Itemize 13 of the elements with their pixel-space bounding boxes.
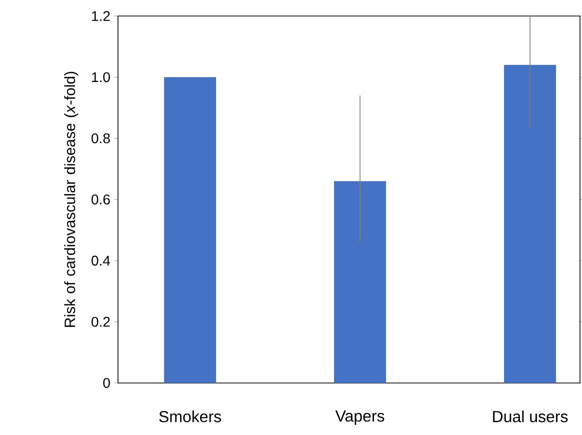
x-tick-label: Vapers [335,410,384,425]
bar [504,64,556,383]
x-tick-label: Dual users [493,410,568,422]
bar [334,181,386,383]
bar [164,77,216,383]
y-tick-label: 0 [103,378,110,388]
x-tick-label: Smokers [159,410,222,422]
y-tick-label: 0.6 [92,194,110,204]
y-tick-label: 1.0 [92,72,110,82]
y-tick-label: 0.8 [92,133,110,144]
y-tick-label: 1.2 [92,11,110,21]
y-tick-label: 0.2 [92,316,110,327]
y-tick-label: 0.4 [92,256,110,266]
